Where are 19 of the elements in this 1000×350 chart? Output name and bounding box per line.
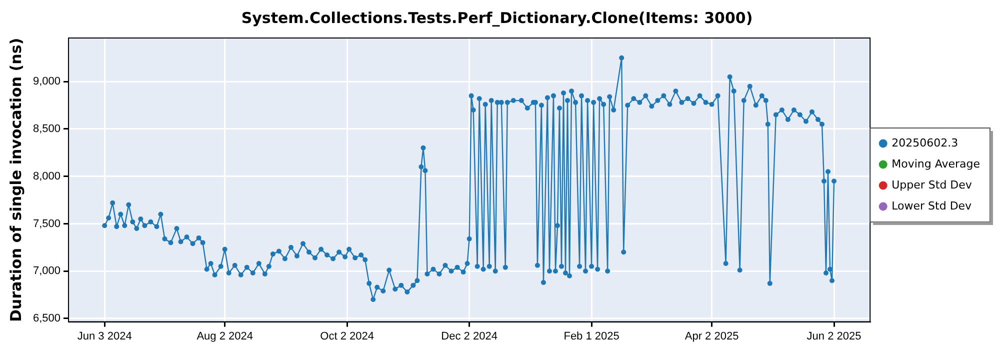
x-tick-label: Aug 2 2024: [196, 330, 253, 342]
legend-label: Lower Std Dev: [892, 199, 972, 212]
chart-title: System.Collections.Tests.Perf_Dictionary.Clone(Items: 3000): [241, 8, 753, 27]
y-axis-title: Duration of single invocation (ns): [6, 38, 25, 322]
legend-label: Upper Std Dev: [892, 178, 972, 192]
x-tick-label: Apr 2 2025: [684, 330, 739, 342]
legend-label: 20250602.3: [892, 136, 958, 150]
y-tick-label: 6,500: [32, 312, 61, 325]
legend-label: Moving Average: [892, 157, 980, 170]
y-tick-label: 7,500: [32, 218, 61, 230]
x-tick-label: Jun 3 2024: [77, 330, 132, 342]
y-tick-label: 8,500: [32, 123, 61, 135]
y-tick-label: 9,000: [32, 76, 61, 88]
x-tick-label: Dec 2 2024: [441, 330, 498, 342]
y-tick-label: 8,000: [32, 170, 61, 182]
x-tick-label: Jun 2 2025: [806, 330, 862, 342]
x-tick-label: Feb 1 2025: [564, 330, 620, 342]
y-tick-label: 7,000: [32, 265, 61, 278]
x-tick-label: Oct 2 2024: [320, 330, 374, 342]
